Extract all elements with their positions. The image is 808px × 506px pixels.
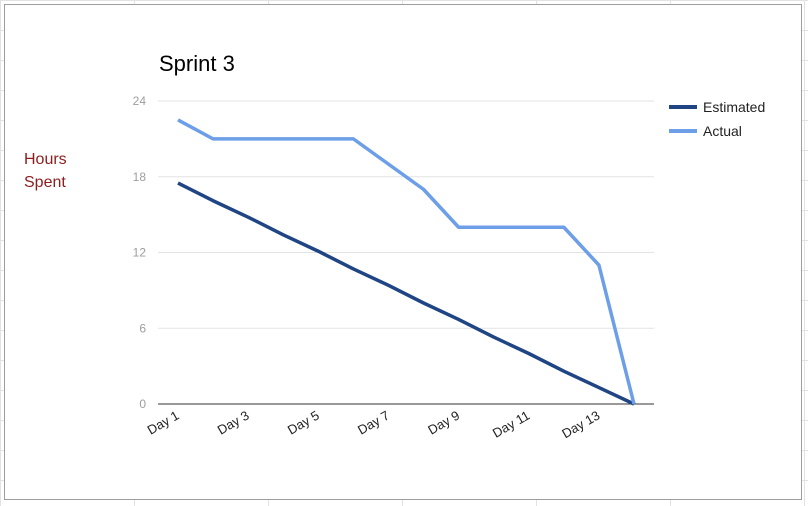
legend: Estimated Actual: [669, 99, 765, 139]
x-tick-label: Day 9: [425, 408, 462, 438]
y-tick-label: 24: [133, 94, 147, 108]
x-axis-ticks: Day 1 Day 3 Day 5 Day 7 Day 9 Day 11 Day 13: [145, 408, 603, 442]
y-tick-label: 18: [133, 170, 147, 184]
gridlines: [158, 100, 654, 329]
legend-label-estimated: Estimated: [703, 99, 765, 115]
y-tick-label: 12: [133, 246, 147, 260]
y-axis-ticks: 0 6 12 18 24: [133, 94, 147, 411]
series-line-actual[interactable]: [177, 118, 636, 405]
legend-label-actual: Actual: [703, 123, 742, 139]
series-line-estimated[interactable]: [177, 181, 635, 406]
x-tick-label: Day 13: [559, 408, 602, 442]
x-tick-label: Day 11: [490, 408, 532, 441]
y-tick-label: 6: [139, 321, 146, 335]
y-tick-label: 0: [139, 397, 146, 411]
x-tick-label: Day 7: [355, 408, 392, 438]
x-tick-label: Day 1: [145, 408, 182, 438]
y-axis-title: Hours Spent: [24, 151, 67, 191]
x-tick-label: Day 5: [285, 408, 322, 438]
chart-title: Sprint 3: [159, 51, 235, 76]
series-lines: [177, 118, 636, 406]
x-tick-label: Day 3: [215, 408, 252, 438]
